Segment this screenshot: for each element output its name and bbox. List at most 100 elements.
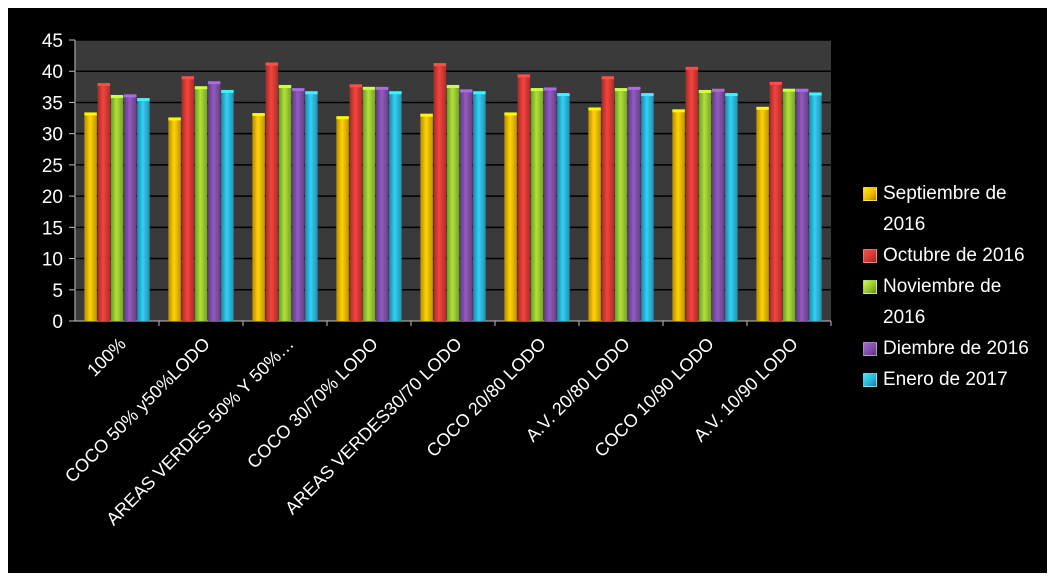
bar-top xyxy=(588,107,601,111)
bar xyxy=(711,91,725,322)
bar-top xyxy=(769,81,783,85)
bar-top xyxy=(207,81,221,85)
bar-top xyxy=(614,88,628,92)
bar xyxy=(375,89,389,321)
bar xyxy=(84,114,97,321)
bar-top xyxy=(557,93,570,97)
bar-top xyxy=(123,94,137,98)
bar xyxy=(433,65,447,321)
bar-top xyxy=(530,88,544,92)
legend-swatch xyxy=(863,373,877,387)
bar xyxy=(614,90,628,321)
legend-label: Diembre de 2016 xyxy=(883,338,1029,359)
bar xyxy=(221,92,234,321)
x-tick-label: COCO 50% y50%LODO xyxy=(61,334,214,487)
bar-top xyxy=(711,88,725,92)
legend-item: Noviembre de 2016 xyxy=(863,271,1047,333)
legend-label: Septiembre de 2016 xyxy=(883,183,1007,235)
bar-top xyxy=(756,106,769,110)
bar xyxy=(336,118,349,322)
bar xyxy=(252,115,265,322)
bar-top xyxy=(181,76,195,80)
bar xyxy=(588,109,601,321)
bar-top xyxy=(252,113,265,117)
bar-top xyxy=(641,93,654,97)
bar-top xyxy=(543,87,557,91)
bar-top xyxy=(194,86,208,90)
bar xyxy=(137,100,150,322)
bar-top xyxy=(698,89,712,93)
bar-top xyxy=(349,84,363,88)
bar-top xyxy=(433,63,447,67)
legend-label: Octubre de 2016 xyxy=(883,245,1025,266)
y-tick-label: 25 xyxy=(42,156,63,177)
bar xyxy=(194,88,208,321)
chart-frame: 0 5 10 15 20 25 30 35 40 45 100% COCO 50% y50%LODO A… xyxy=(8,8,1047,573)
bar-top xyxy=(420,113,433,117)
legend: Septiembre de 2016 Octubre de 2016 Noviemb… xyxy=(863,178,1047,395)
bar-top xyxy=(504,112,517,116)
bar xyxy=(110,97,124,322)
bar xyxy=(265,64,279,321)
bar-top xyxy=(685,66,699,70)
legend-swatch xyxy=(863,187,877,201)
bar xyxy=(168,119,181,321)
bar-top xyxy=(809,92,822,96)
y-tick-label: 0 xyxy=(52,312,63,333)
bar xyxy=(517,76,531,321)
bar xyxy=(123,96,137,321)
bar xyxy=(420,116,433,321)
bar-top xyxy=(97,83,111,87)
bar-top xyxy=(84,112,97,116)
bar-top xyxy=(265,62,279,66)
bar xyxy=(207,83,221,321)
legend-item: Octubre de 2016 xyxy=(863,240,1047,271)
bar-top xyxy=(446,84,460,88)
bar-top xyxy=(362,86,376,90)
bar-top xyxy=(291,88,305,92)
bar-top xyxy=(459,89,473,93)
bar xyxy=(795,91,809,322)
bar-top xyxy=(601,76,615,80)
bar xyxy=(698,92,712,321)
bar xyxy=(97,85,111,321)
bar xyxy=(349,86,363,321)
bar xyxy=(756,109,769,322)
bar xyxy=(446,87,460,321)
bar xyxy=(459,91,473,321)
bar-top xyxy=(137,98,150,102)
bar xyxy=(530,90,544,321)
bar-top xyxy=(473,91,486,95)
bar xyxy=(557,95,570,321)
bar xyxy=(278,87,292,321)
bar xyxy=(809,94,822,321)
bar-top xyxy=(168,117,181,121)
legend-swatch xyxy=(863,342,877,356)
bar xyxy=(601,78,615,322)
bar-top xyxy=(517,74,531,78)
bar xyxy=(769,84,783,321)
bar-top xyxy=(672,109,685,113)
legend-item: Diembre de 2016 xyxy=(863,333,1047,364)
legend-swatch xyxy=(863,249,877,263)
y-tick-label: 15 xyxy=(42,218,63,239)
bar-top xyxy=(110,94,124,98)
bar-top xyxy=(278,84,292,88)
bar xyxy=(305,93,318,321)
bar xyxy=(473,93,486,321)
bar xyxy=(725,95,738,321)
legend-swatch xyxy=(863,280,877,294)
y-tick-label: 35 xyxy=(42,93,63,114)
x-tick-label: 100% xyxy=(83,334,130,381)
legend-label: Enero de 2017 xyxy=(883,369,1008,390)
bar xyxy=(291,90,305,321)
y-tick-label: 5 xyxy=(52,281,63,302)
legend-item: Septiembre de 2016 xyxy=(863,178,1047,240)
bar-top xyxy=(782,88,796,92)
x-tick-label: AREAS VERDES 50% Y 50%… xyxy=(102,334,297,529)
bar xyxy=(672,111,685,321)
y-tick-label: 20 xyxy=(42,187,63,208)
bar-top xyxy=(305,91,318,95)
y-tick-label: 40 xyxy=(42,62,63,83)
bar xyxy=(685,69,699,321)
